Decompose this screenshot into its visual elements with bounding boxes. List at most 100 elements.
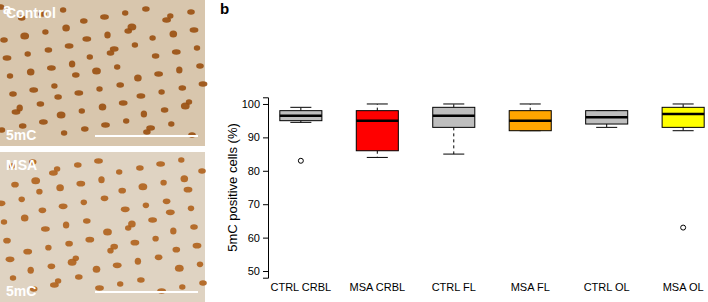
box [433,104,475,154]
nucleus [85,237,94,243]
nucleus [137,277,145,283]
median [280,114,322,117]
nucleus [114,64,120,70]
nucleus [73,256,79,262]
nucleus [10,275,16,281]
nucleus [196,63,204,69]
outlier [298,158,303,163]
x-tick-label: MSA CRBL [349,282,405,294]
y-tick-label: 80 [248,165,260,177]
nucleus [158,89,164,95]
median [586,116,628,119]
nucleus [29,87,38,93]
nucleus [184,187,193,193]
y-tick-mark [263,271,268,272]
nucleus [186,99,192,105]
nucleus [39,119,48,125]
nucleus [62,25,70,32]
nucleus [21,215,29,222]
nucleus [194,45,200,51]
nucleus [149,35,155,41]
whisker-cap-max [673,103,694,104]
nucleus [63,222,69,229]
nucleus [75,274,83,280]
y-axis: 5060708090100 [242,98,269,278]
nucleus [74,90,83,96]
nucleus [55,278,61,284]
nucleus [103,229,112,236]
whisker-cap-min [367,157,388,158]
nucleus [81,200,87,206]
whisker-lower [606,124,607,127]
nucleus [65,43,74,49]
x-tick: MSA OL [663,280,704,294]
nucleus [51,83,57,89]
image-label: Control [6,5,56,21]
nucleus [161,107,169,113]
y-tick: 50 [248,265,268,277]
median [433,114,475,117]
nucleus [152,53,160,59]
nucleus [135,258,141,265]
nucleus [20,33,29,40]
nucleus [23,249,32,255]
nucleus [116,169,122,175]
image-stain: 5mC [6,127,36,143]
whisker-upper [453,104,454,107]
nucleus [45,245,51,251]
nucleus [28,267,34,274]
x-tick-label: CTRL CRBL [270,282,331,294]
whisker-cap-min [673,130,694,131]
y-tick-mark [263,171,268,172]
x-tick: CTRL OL [584,280,630,294]
x-tick: MSA FL [511,280,550,294]
y-tick-label: 60 [248,232,260,244]
x-tick-label: CTRL OL [584,282,630,294]
nucleus [69,61,75,68]
nucleus [163,199,171,205]
y-tick: 100 [242,98,268,110]
nucleus [17,105,23,112]
nucleus [178,157,184,163]
micrograph: MSA5mC [0,152,207,302]
y-axis-title: 5mC positive cells (%) [225,123,240,252]
nucleus [137,93,146,99]
nucleus [173,247,181,253]
nucleus [99,104,107,111]
micrograph-background [0,152,205,302]
nucleus [136,165,144,171]
nucleus [47,65,56,71]
nucleus [65,241,73,247]
box [509,104,551,131]
nucleus [0,37,8,43]
nucleus [3,55,12,61]
y-tick-mark [263,238,268,239]
y-tick-mark [263,137,268,138]
nucleus [190,224,198,230]
box-body [509,111,551,131]
nucleus [98,176,104,183]
nucleus [57,112,66,119]
nucleus [181,175,189,182]
panel-label: a [3,0,12,17]
median [509,119,551,122]
nucleus [80,18,88,24]
nucleus [95,285,104,291]
nucleus [92,68,101,75]
nucleus [170,31,178,38]
micrograph: Control 5mC [0,0,207,146]
x-tick: CTRL CRBL [270,280,331,294]
y-tick: 70 [248,198,268,210]
nucleus [3,238,11,244]
box [280,107,322,163]
nucleus [37,101,45,107]
boxes [280,104,704,230]
y-tick: 80 [248,165,268,177]
nucleus [0,127,5,133]
box-body [586,111,628,124]
nucleus [101,196,109,202]
nucleus [154,71,163,77]
nucleus [116,82,124,88]
nucleus [42,29,48,35]
nucleus [132,42,138,48]
